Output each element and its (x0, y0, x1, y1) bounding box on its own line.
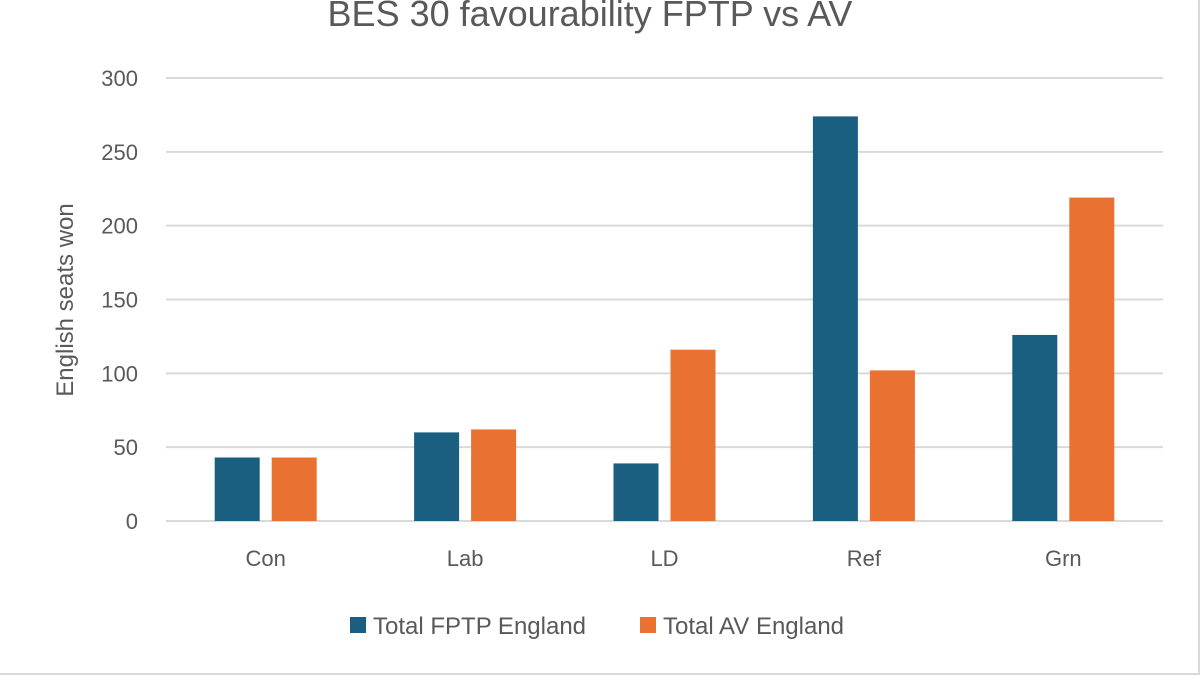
x-axis-ticks: Con Lab LD Ref Grn (246, 546, 1082, 571)
x-tick-label: Lab (447, 546, 484, 571)
y-axis-ticks: 0 50 100 150 200 250 300 (101, 66, 138, 534)
y-tick-label: 0 (126, 509, 138, 534)
bar-ref-fptp (812, 116, 858, 521)
bar-grn-fptp (1012, 334, 1058, 521)
chart-title: BES 30 favourability FPTP vs AV (328, 0, 853, 34)
x-tick-label: Con (246, 546, 286, 571)
legend-label: Total FPTP England (373, 613, 586, 640)
legend-swatch (350, 617, 366, 633)
y-tick-label: 250 (101, 140, 138, 165)
y-tick-label: 200 (101, 214, 138, 239)
legend-swatch (640, 617, 656, 633)
x-tick-label: Grn (1045, 546, 1082, 571)
bars (214, 116, 1115, 522)
y-tick-label: 150 (101, 288, 138, 313)
bar-lab-av (471, 429, 517, 521)
bar-con-fptp (214, 457, 260, 521)
bar-ld-fptp (613, 463, 659, 521)
bar-ref-av (869, 370, 915, 521)
bar-con-av (271, 457, 317, 521)
bar-ld-av (670, 349, 716, 521)
x-tick-label: Ref (847, 546, 882, 571)
y-axis-label: English seats won (52, 203, 79, 396)
bar-lab-fptp (414, 432, 460, 521)
y-tick-label: 100 (101, 361, 138, 386)
legend: Total FPTP England Total AV England (350, 613, 844, 640)
y-tick-label: 300 (101, 66, 138, 91)
y-tick-label: 50 (114, 435, 138, 460)
gridlines (166, 77, 1163, 522)
legend-label: Total AV England (663, 613, 844, 640)
x-tick-label: LD (650, 546, 678, 571)
bar-grn-av (1069, 197, 1115, 522)
